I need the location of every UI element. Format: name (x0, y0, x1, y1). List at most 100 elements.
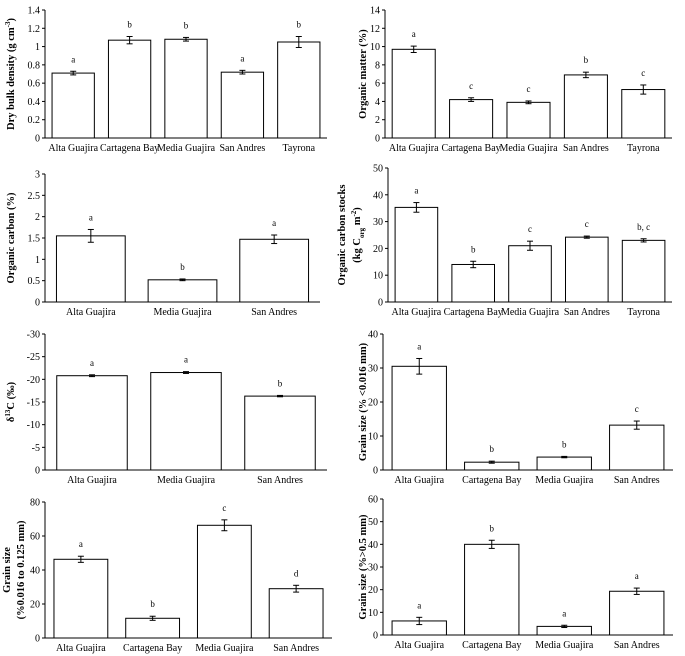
y-tick-label: 1 (35, 255, 40, 266)
y-tick-label: 60 (368, 495, 378, 506)
bar-cartagena-bay (451, 263, 495, 303)
bar-alta-guajira (394, 206, 439, 303)
x-tick-label: Media Guajira (157, 475, 216, 486)
y-tick-label: 0 (35, 134, 40, 145)
y-tick-label: 40 (30, 566, 40, 577)
significance-label: c (641, 68, 645, 78)
significance-label: b (278, 378, 283, 388)
x-tick-label: Cartagena Bay (462, 640, 521, 651)
x-tick-label: Media Guajira (535, 640, 594, 651)
y-tick-label: -5 (32, 443, 40, 454)
x-tick-label: Tayrona (627, 143, 660, 154)
y-tick-label: 30 (368, 563, 378, 574)
significance-label: c (469, 81, 473, 91)
y-axis-label: Organic matter (%) (358, 29, 369, 119)
bar-alta-guajira (391, 48, 436, 139)
y-tick-label: 30 (373, 217, 383, 228)
bar-media-guajira (150, 372, 222, 471)
bar-media-guajira (164, 38, 208, 139)
x-tick-label: Alta Guajira (56, 643, 106, 654)
significance-label: b, c (637, 222, 650, 232)
chart-grain-size-medium: 0 20 40 60 80 a Alta Guajira b Cartagena Bay c Med… (2, 498, 332, 654)
y-tick-label: 0.2 (28, 115, 41, 126)
y-tick-label: 0 (35, 634, 40, 645)
significance-label: a (412, 29, 416, 39)
y-axis-label: Grain size (% <0.016 mm) (358, 342, 369, 461)
x-tick-label: Media Guajira (535, 475, 594, 486)
y-tick-label: 80 (30, 498, 40, 509)
bar-alta-guajira (53, 558, 109, 639)
bar-cartagena-bay (125, 617, 181, 639)
x-tick-label: Cartagena Bay (442, 143, 501, 154)
y-tick-label: -30 (27, 330, 40, 341)
bar-tayrona (277, 41, 321, 139)
y-tick-label: 0 (35, 466, 40, 477)
y-tick-label: 8 (375, 60, 380, 71)
y-tick-label: 0.6 (28, 79, 41, 90)
bar-alta-guajira (391, 365, 447, 471)
x-tick-label: Alta Guajira (66, 307, 116, 318)
bar-media-guajira (536, 456, 592, 471)
bar-san-andres (244, 395, 316, 471)
y-tick-label: 0 (378, 298, 383, 309)
y-tick-label: -15 (27, 398, 40, 409)
significance-label: a (71, 54, 75, 64)
bar-tayrona (621, 239, 666, 303)
x-tick-label: Cartagena Bay (123, 643, 182, 654)
x-tick-label: San Andres (251, 307, 297, 318)
significance-label: b (490, 523, 495, 533)
significance-label: b (127, 20, 132, 30)
y-tick-label: 0 (375, 134, 380, 145)
x-tick-label: Alta Guajira (389, 143, 439, 154)
significance-label: a (240, 53, 244, 63)
bar-alta-guajira (56, 375, 128, 471)
bar-san-andres (609, 590, 665, 636)
significance-label: c (635, 404, 639, 414)
significance-label: a (89, 212, 93, 222)
bar-san-andres (220, 71, 265, 139)
x-tick-label: Tayrona (627, 307, 660, 318)
y-tick-label: 2 (375, 115, 380, 126)
y-axis-label: Grain size (2, 547, 13, 593)
y-tick-label: -20 (27, 375, 40, 386)
x-tick-label: Media Guajira (157, 143, 216, 154)
bar-tayrona (621, 89, 666, 139)
y-tick-label: 12 (370, 24, 380, 35)
significance-label: b (297, 20, 302, 30)
significance-label: b (584, 55, 589, 65)
bar-media-guajira (506, 101, 551, 139)
chart-dry-bulk-density: 0 0.2 0.4 0.6 0.8 1 1.2 1.4 a Alta Guajira b Cartag… (4, 6, 327, 154)
bar-media-guajira (196, 524, 252, 639)
y-tick-label: 50 (373, 164, 383, 175)
y-tick-label: 4 (375, 97, 380, 108)
y-tick-label: 20 (30, 600, 40, 611)
significance-label: b (180, 262, 185, 272)
y-tick-label: 40 (368, 330, 378, 341)
bar-san-andres (563, 74, 608, 139)
significance-label: a (414, 186, 418, 196)
chart-organic-carbon-stocks: 0 10 20 30 40 50 a Alta Guajira b Cartagena Bay c M… (337, 164, 672, 318)
significance-label: c (222, 503, 226, 513)
x-tick-label: Alta Guajira (67, 475, 117, 486)
y-tick-label: 20 (368, 585, 378, 596)
y-tick-label: 2.5 (28, 191, 41, 202)
significance-label: c (585, 219, 589, 229)
significance-label: a (90, 358, 94, 368)
bar-alta-guajira (55, 235, 126, 303)
significance-label: a (272, 218, 276, 228)
x-tick-label: Cartagena Bay (444, 307, 503, 318)
x-tick-label: San Andres (614, 640, 660, 651)
y-tick-label: 6 (375, 79, 380, 90)
significance-label: b (184, 20, 189, 30)
x-tick-label: Tayrona (282, 143, 315, 154)
bar-san-andres (268, 588, 324, 639)
y-tick-label: -10 (27, 420, 40, 431)
y-axis-label: Grain size (%>0.5 mm) (358, 514, 369, 620)
y-tick-label: 10 (368, 432, 378, 443)
x-tick-label: San Andres (273, 643, 319, 654)
y-tick-label: 60 (30, 532, 40, 543)
y-tick-label: 30 (368, 364, 378, 375)
y-axis-label: δ13C (‰) (4, 381, 17, 422)
y-tick-label: 50 (368, 517, 378, 528)
